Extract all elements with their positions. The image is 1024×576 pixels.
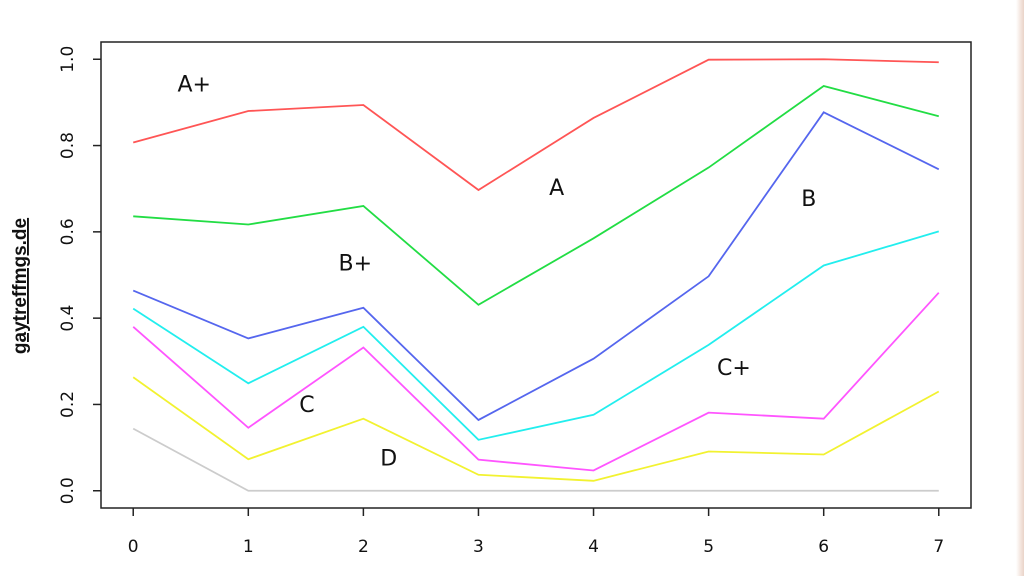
region-labels: A+ A B B+ C+ C D [177, 73, 816, 472]
x-tick-label: 1 [243, 537, 254, 557]
x-tick-label: 7 [933, 537, 944, 557]
axes: 0 1 2 3 4 5 6 7 0.0 0.2 0.4 0.6 0.8 1.0 [58, 46, 944, 557]
region-label: B [801, 187, 816, 212]
y-tick-label: 0.8 [58, 132, 78, 159]
x-tick-label: 6 [818, 537, 829, 557]
region-label: D [380, 447, 397, 472]
y-tick-label: 0.6 [58, 218, 78, 245]
region-label: A+ [177, 73, 210, 98]
region-label: C+ [717, 356, 751, 381]
watermark-text: gaytreffmgs.de [10, 218, 31, 354]
x-tick-label: 0 [128, 537, 139, 557]
y-tick-label: 1.0 [58, 46, 78, 73]
series-line-5 [132, 292, 940, 472]
series-line-6 [132, 376, 940, 482]
plot-frame [100, 41, 972, 509]
series-line-2 [133, 85, 940, 306]
region-label: C [299, 393, 314, 418]
series-line-4 [132, 230, 940, 441]
region-label: A [549, 176, 564, 201]
series-line-7 [132, 427, 939, 492]
x-tick-label: 4 [588, 537, 599, 557]
series-line-1 [132, 58, 939, 192]
x-tick-label: 3 [473, 537, 484, 557]
region-label: B+ [339, 252, 373, 277]
y-tick-label: 0.2 [58, 391, 78, 418]
x-tick-label: 5 [703, 537, 714, 557]
x-tick-label: 2 [358, 537, 369, 557]
series-line-3 [132, 111, 940, 422]
y-tick-label: 0.0 [58, 477, 78, 504]
y-tick-label: 0.4 [58, 305, 78, 332]
series-lines [132, 58, 940, 492]
right-edge-strip [1016, 0, 1024, 576]
